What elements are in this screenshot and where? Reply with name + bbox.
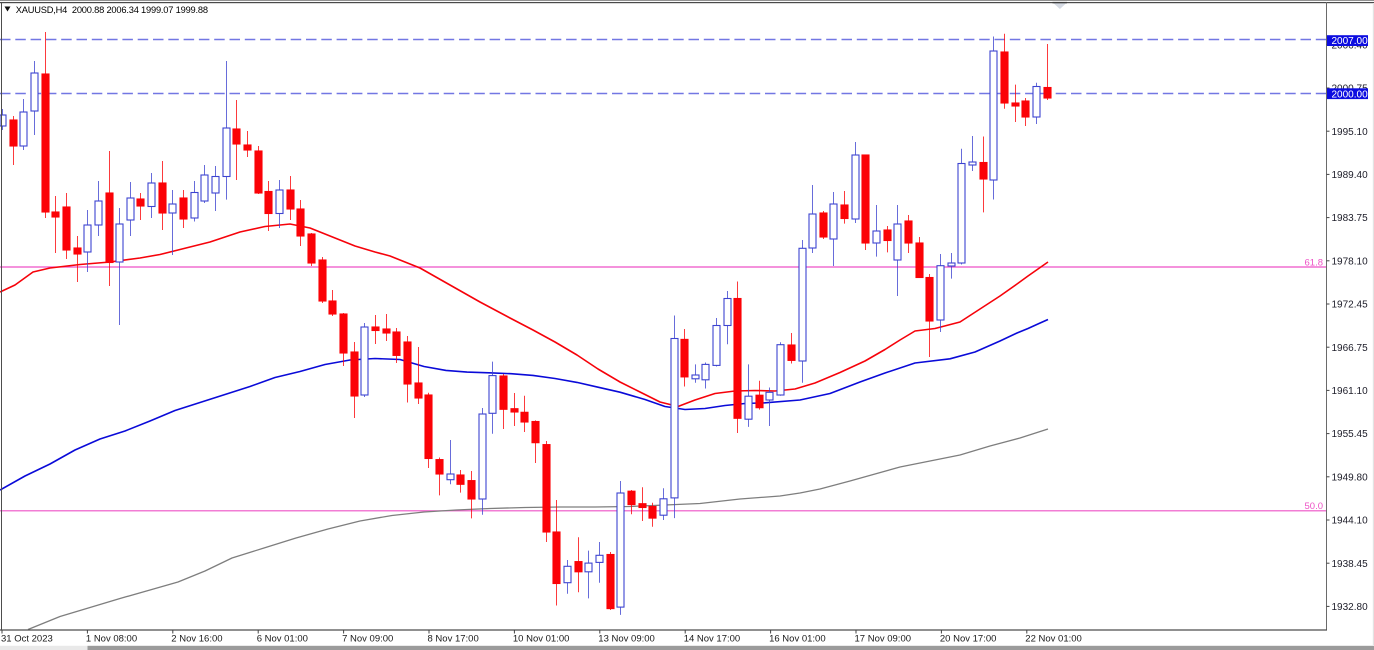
svg-text:2007.00: 2007.00 [1332, 36, 1369, 47]
svg-text:1961.10: 1961.10 [1332, 386, 1369, 397]
svg-text:1989.40: 1989.40 [1332, 170, 1369, 181]
svg-text:1978.10: 1978.10 [1332, 256, 1369, 267]
svg-text:1949.80: 1949.80 [1332, 472, 1369, 483]
svg-text:1972.45: 1972.45 [1332, 300, 1369, 311]
svg-text:7 Nov 09:00: 7 Nov 09:00 [342, 634, 393, 645]
svg-text:1938.45: 1938.45 [1332, 559, 1369, 570]
svg-text:31 Oct 2023: 31 Oct 2023 [1, 634, 53, 645]
svg-text:22 Nov 01:00: 22 Nov 01:00 [1025, 634, 1082, 645]
svg-text:20 Nov 17:00: 20 Nov 17:00 [940, 634, 997, 645]
svg-text:1932.80: 1932.80 [1332, 602, 1369, 613]
svg-text:1983.75: 1983.75 [1332, 213, 1369, 224]
svg-text:17 Nov 09:00: 17 Nov 09:00 [855, 634, 912, 645]
svg-text:61.8: 61.8 [1305, 258, 1324, 269]
svg-text:2000.00: 2000.00 [1332, 89, 1369, 100]
svg-text:1 Nov 08:00: 1 Nov 08:00 [86, 634, 137, 645]
svg-text:50.0: 50.0 [1305, 501, 1324, 512]
svg-text:1995.10: 1995.10 [1332, 127, 1369, 138]
svg-text:16 Nov 01:00: 16 Nov 01:00 [769, 634, 826, 645]
svg-text:2 Nov 16:00: 2 Nov 16:00 [171, 634, 222, 645]
svg-text:1955.45: 1955.45 [1332, 429, 1369, 440]
svg-text:8 Nov 17:00: 8 Nov 17:00 [428, 634, 479, 645]
svg-text:1944.10: 1944.10 [1332, 516, 1369, 527]
svg-text:13 Nov 09:00: 13 Nov 09:00 [598, 634, 655, 645]
svg-text:10 Nov 01:00: 10 Nov 01:00 [513, 634, 570, 645]
svg-text:6 Nov 01:00: 6 Nov 01:00 [257, 634, 308, 645]
svg-text:XAUUSD,H4 2000.88 2006.34 199: XAUUSD,H4 2000.88 2006.34 1999.07 1999.8… [16, 5, 208, 15]
svg-text:1966.75: 1966.75 [1332, 343, 1369, 354]
svg-text:14 Nov 17:00: 14 Nov 17:00 [684, 634, 741, 645]
